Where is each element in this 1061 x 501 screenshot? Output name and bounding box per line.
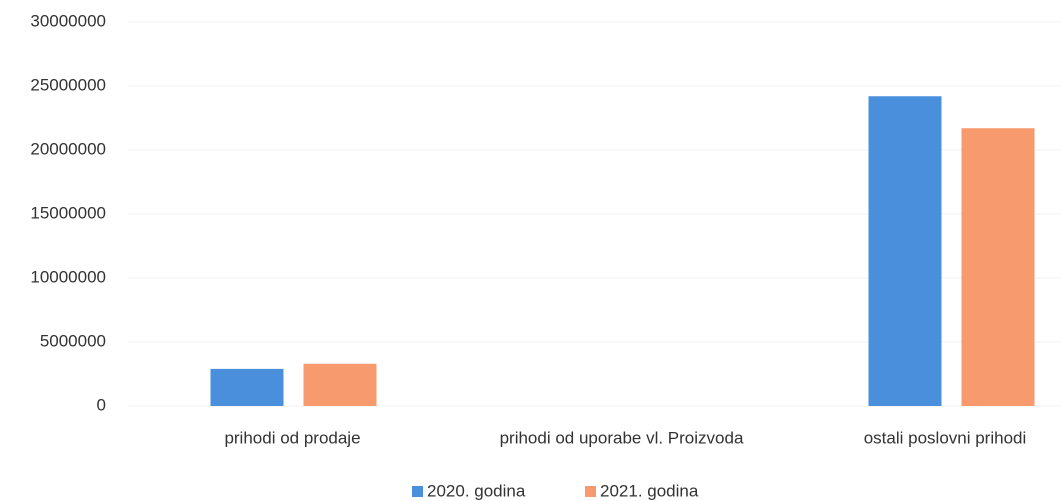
legend-swatch <box>412 486 423 497</box>
bar <box>303 363 377 406</box>
y-tick-label: 20000000 <box>30 139 106 158</box>
y-tick-label: 5000000 <box>40 331 106 350</box>
x-tick-label: prihodi od uporabe vl. Proizvoda <box>500 428 744 447</box>
x-tick-label: prihodi od prodaje <box>224 428 360 447</box>
x-tick-label: ostali poslovni prihodi <box>864 428 1027 447</box>
legend-label: 2020. godina <box>427 481 526 500</box>
legend-swatch <box>585 486 596 497</box>
legend-label: 2021. godina <box>600 481 699 500</box>
y-tick-label: 10000000 <box>30 267 106 286</box>
bar <box>210 368 284 406</box>
bar <box>868 96 942 407</box>
bar <box>961 128 1035 407</box>
y-tick-label: 0 <box>97 395 106 414</box>
y-tick-label: 25000000 <box>30 75 106 94</box>
y-tick-label: 15000000 <box>30 203 106 222</box>
y-tick-label: 30000000 <box>30 11 106 30</box>
